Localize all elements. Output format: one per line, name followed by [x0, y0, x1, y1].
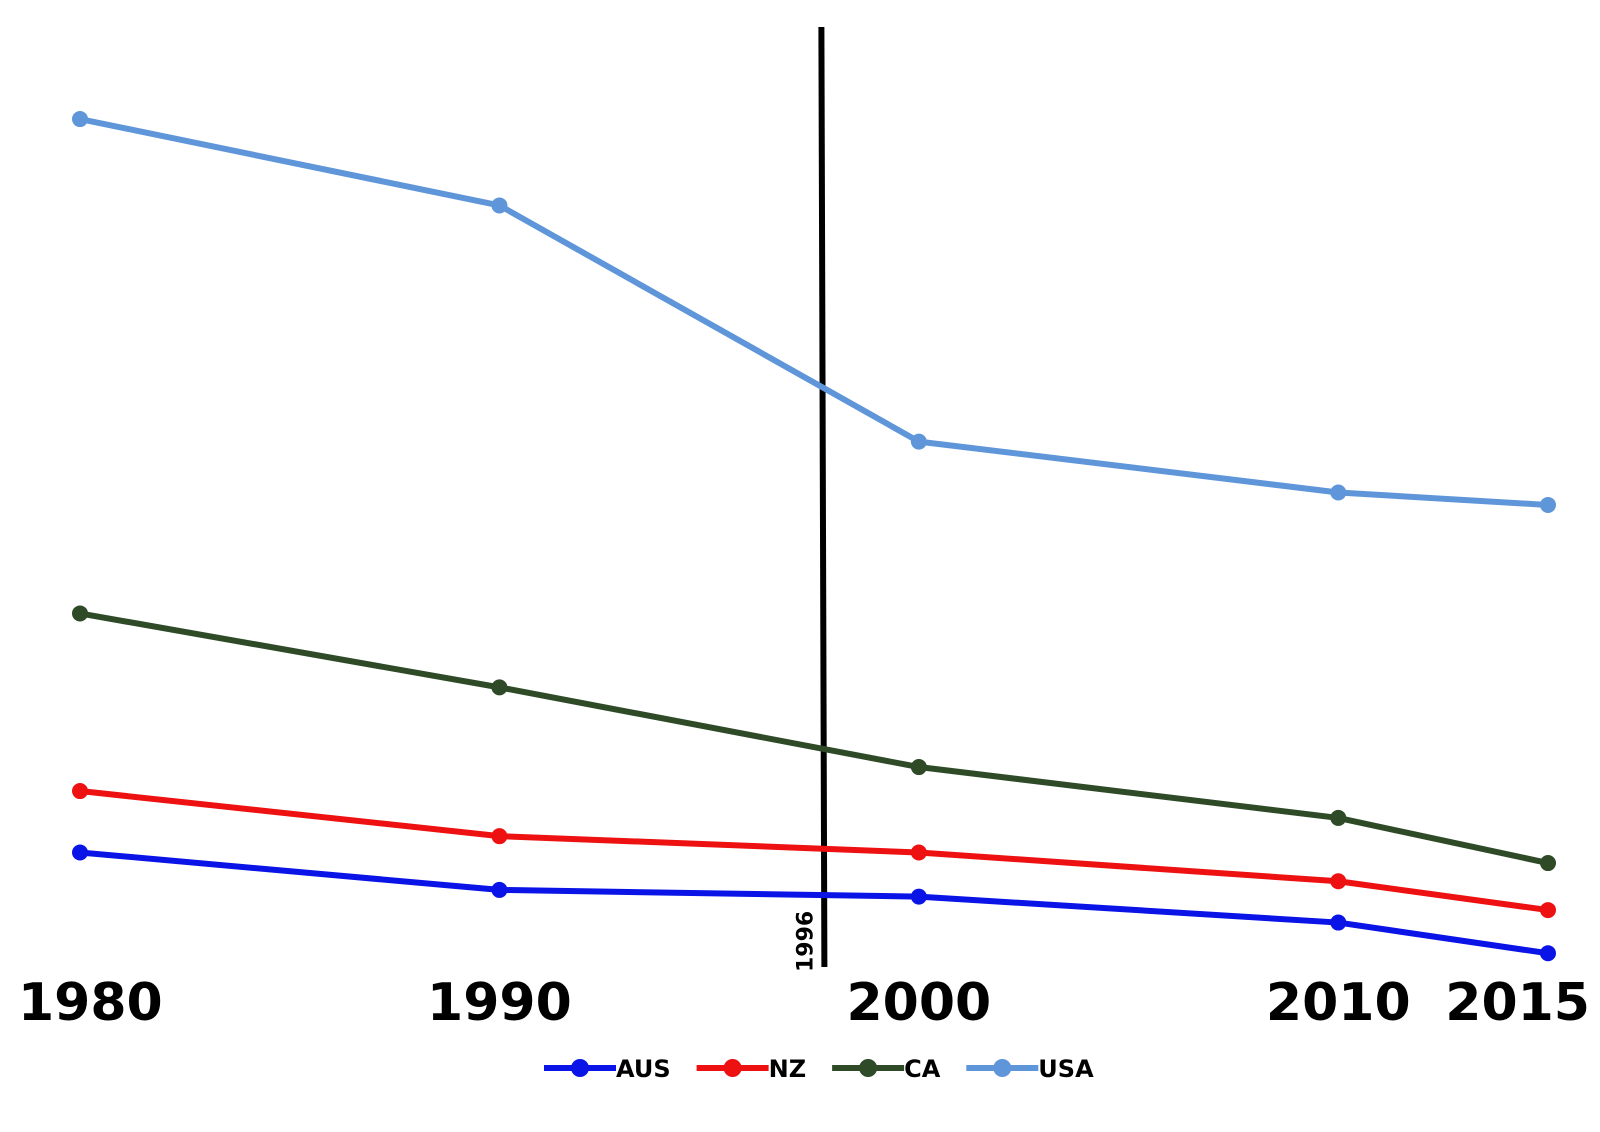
data-point-usa-2015: [1540, 496, 1556, 513]
legend: AUS NZ CA USA: [544, 1055, 1094, 1083]
data-point-aus-1990: [491, 881, 508, 898]
series-usa: [72, 111, 1556, 513]
legend-item-aus: AUS: [544, 1055, 671, 1083]
series-line-ca: [77, 610, 1551, 867]
data-point-aus-1980: [72, 844, 88, 861]
data-point-aus-2010: [1330, 914, 1347, 931]
series-nz: [72, 783, 1556, 919]
data-point-nz-1980: [72, 783, 88, 800]
legend-swatch-marker: [993, 1059, 1012, 1077]
series-aus: [72, 844, 1556, 962]
series-ca: [72, 605, 1556, 872]
data-point-usa-2010: [1330, 484, 1347, 501]
x-tick-label-2000: 2000: [846, 973, 991, 1033]
legend-swatch-marker: [571, 1059, 589, 1077]
data-point-usa-1990: [491, 197, 508, 214]
x-tick-label-1980: 1980: [18, 973, 163, 1033]
legend-label-ca: CA: [904, 1055, 941, 1083]
x-tick-label-1990: 1990: [427, 973, 572, 1033]
series-line-usa: [77, 116, 1551, 508]
legend-label-nz: NZ: [769, 1055, 807, 1083]
reference-line-label: 1996: [793, 911, 818, 972]
legend-swatch-marker: [723, 1059, 742, 1077]
x-tick-label-2015: 2015: [1445, 973, 1590, 1033]
data-point-ca-1980: [72, 605, 88, 622]
data-point-ca-2010: [1330, 809, 1347, 826]
legend-item-usa: USA: [966, 1055, 1094, 1083]
legend-item-nz: NZ: [696, 1055, 807, 1083]
reference-line-1996: [818, 26, 828, 968]
data-point-ca-2000: [910, 759, 927, 776]
data-point-usa-1980: [72, 111, 88, 128]
data-point-ca-2015: [1540, 855, 1556, 872]
legend-item-ca: CA: [832, 1055, 941, 1083]
data-point-nz-1990: [491, 828, 508, 845]
legend-label-aus: AUS: [616, 1055, 671, 1083]
x-tick-label-2010: 2010: [1266, 973, 1411, 1033]
legend-label-usa: USA: [1038, 1055, 1094, 1083]
reference-layer: 1996: [793, 26, 828, 972]
data-point-nz-2000: [910, 844, 927, 861]
x-axis: 1980 1990 2000 2010 2015: [18, 973, 1590, 1033]
data-point-usa-2000: [910, 433, 927, 450]
data-point-aus-2000: [910, 888, 927, 905]
data-point-nz-2015: [1540, 902, 1556, 919]
data-point-ca-1990: [491, 679, 508, 696]
data-point-aus-2015: [1540, 945, 1556, 962]
legend-swatch-marker: [859, 1059, 878, 1077]
series-layer: [72, 111, 1556, 962]
data-point-nz-2010: [1330, 873, 1347, 890]
